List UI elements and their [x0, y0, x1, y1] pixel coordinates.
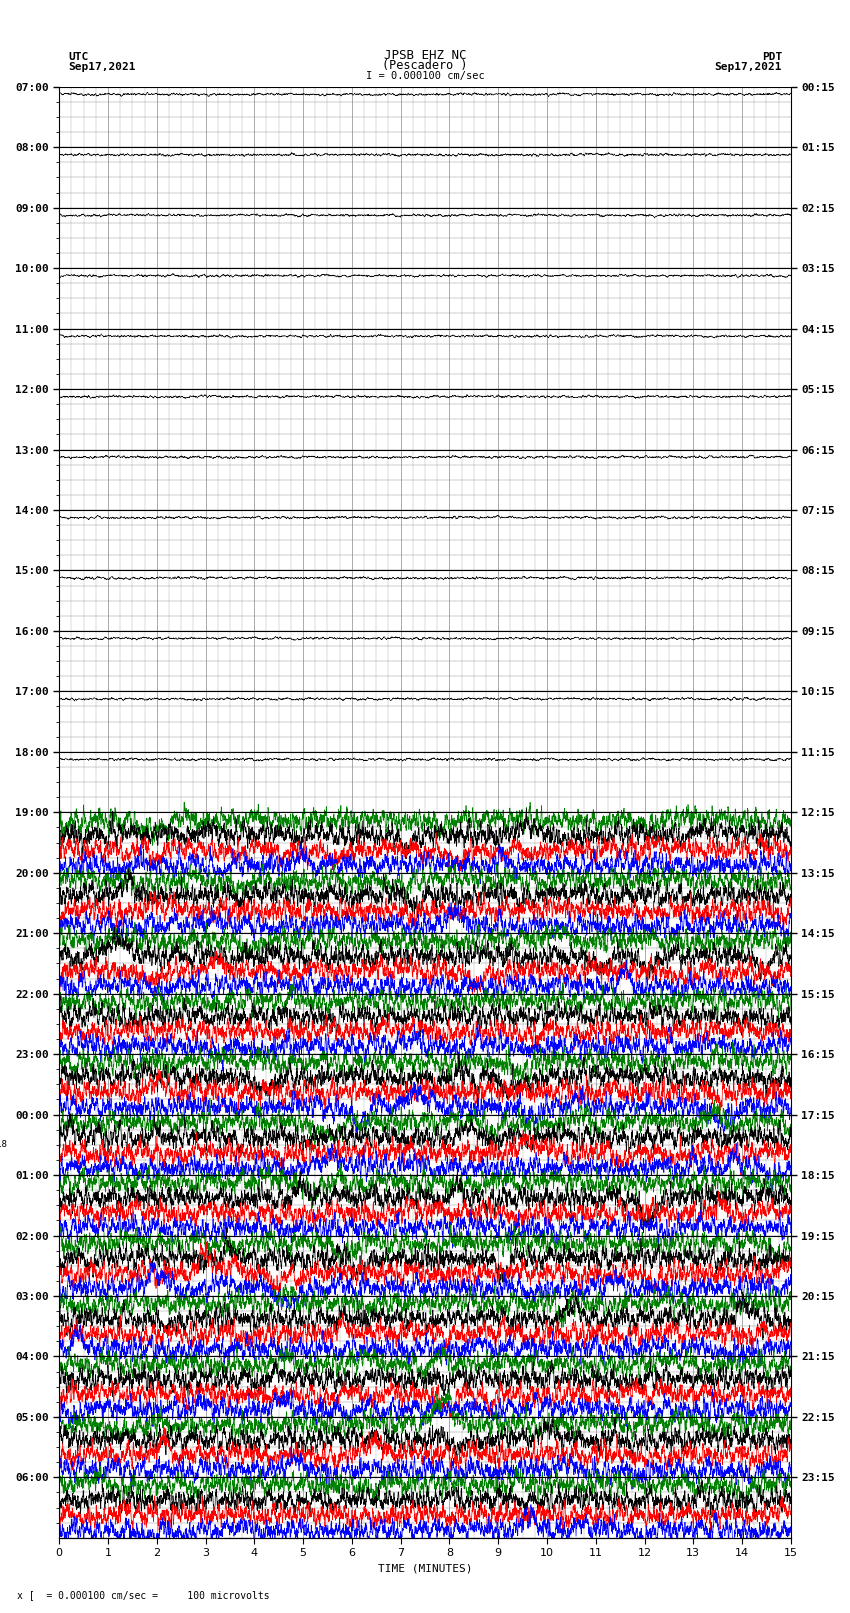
Text: x [  = 0.000100 cm/sec =     100 microvolts: x [ = 0.000100 cm/sec = 100 microvolts — [17, 1590, 269, 1600]
X-axis label: TIME (MINUTES): TIME (MINUTES) — [377, 1565, 473, 1574]
Text: Sep18: Sep18 — [0, 1140, 7, 1150]
Text: PDT: PDT — [762, 52, 782, 63]
Text: UTC: UTC — [68, 52, 88, 63]
Text: Sep17,2021: Sep17,2021 — [715, 61, 782, 71]
Text: Sep17,2021: Sep17,2021 — [68, 61, 135, 71]
Text: JPSB EHZ NC: JPSB EHZ NC — [383, 48, 467, 63]
Text: (Pescadero ): (Pescadero ) — [382, 58, 468, 71]
Text: I = 0.000100 cm/sec: I = 0.000100 cm/sec — [366, 71, 484, 82]
